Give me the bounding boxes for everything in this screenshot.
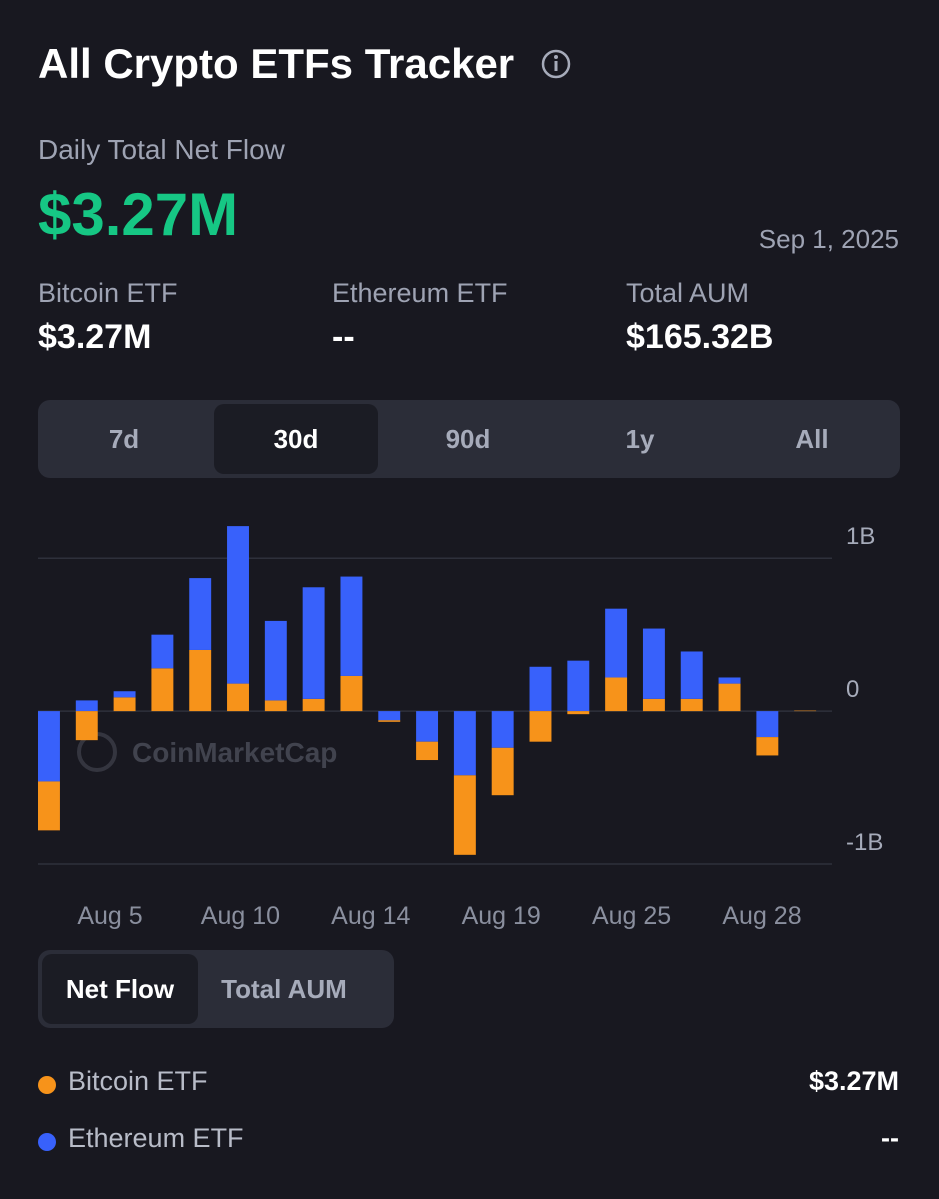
bar-segment	[38, 711, 60, 782]
bar-segment	[302, 698, 325, 712]
bar-segment	[491, 747, 514, 796]
summary-label: Daily Total Net Flow	[38, 134, 285, 165]
bar-segment	[113, 691, 136, 698]
bar-segment	[416, 711, 439, 742]
summary-date: Sep 1, 2025	[758, 224, 899, 254]
bar-segment	[264, 700, 287, 712]
bar-segment	[756, 711, 779, 738]
bar-segment	[38, 781, 60, 831]
tab[interactable]: Net Flow	[42, 954, 198, 1024]
bar-segment	[642, 698, 665, 712]
x-tick-label: Aug 14	[331, 902, 410, 930]
bar-segment	[453, 711, 476, 776]
chart: CoinMarketCap 1B 0 -1B Aug 5 Aug 10 Aug 14 Aug…	[38, 523, 883, 930]
stat-value: --	[332, 318, 355, 356]
bar-segment	[151, 634, 174, 669]
summary-value: $3.27M	[38, 181, 239, 248]
bar-segment	[491, 711, 514, 748]
stat-label: Bitcoin ETF	[38, 278, 178, 308]
bar-segment	[453, 775, 476, 855]
stat-value: $3.27M	[38, 318, 152, 356]
bar-segment	[227, 683, 249, 712]
info-icon[interactable]	[540, 48, 572, 80]
tab[interactable]: All	[795, 423, 829, 454]
y-tick-label: -1B	[846, 829, 883, 856]
legend-label: Ethereum ETF	[68, 1123, 244, 1153]
bar-segment	[756, 737, 779, 756]
bar-segment	[340, 675, 363, 712]
y-tick-label: 0	[846, 676, 859, 703]
bar-segment	[567, 660, 590, 712]
bar-segment	[264, 620, 287, 701]
bar-segment	[151, 668, 174, 712]
bar-segment	[680, 651, 703, 699]
legend-label: Bitcoin ETF	[68, 1066, 208, 1096]
watermark: CoinMarketCap	[132, 737, 337, 768]
stat-label: Ethereum ETF	[332, 278, 508, 308]
bar-segment	[642, 628, 665, 699]
legend-dot	[38, 1076, 56, 1094]
bar-segment	[378, 711, 401, 721]
tab[interactable]: 90d	[445, 423, 491, 454]
legend-dot	[38, 1133, 56, 1151]
bar-segment	[302, 587, 325, 699]
bar-segment	[189, 578, 212, 650]
x-tick-label: Aug 28	[722, 902, 801, 930]
tab[interactable]: 7d	[108, 423, 140, 454]
bar-segment	[113, 697, 136, 712]
bar-segment	[718, 683, 741, 712]
bar-segment	[680, 698, 703, 712]
tab[interactable]: 30d	[214, 404, 378, 474]
bar-segment	[75, 711, 98, 741]
legend-value: $3.27M	[808, 1066, 899, 1096]
bar-segment	[75, 700, 98, 712]
x-tick-label: Aug 10	[201, 902, 280, 930]
tab[interactable]: 1y	[625, 423, 655, 454]
y-tick-label: 1B	[846, 523, 875, 550]
x-tick-label: Aug 25	[592, 902, 671, 930]
bar-segment	[378, 720, 401, 722]
bar-segment	[567, 711, 590, 715]
tab[interactable]: Total AUM	[221, 973, 347, 1004]
legend-value: --	[881, 1123, 899, 1153]
bar-segment	[529, 666, 552, 712]
range-tabs: 7d 30d 90d 1y All	[38, 400, 900, 478]
bar-segment	[718, 677, 741, 684]
stat-value: $165.32B	[626, 318, 774, 356]
x-tick-label: Aug 5	[77, 902, 142, 930]
bar-segment	[189, 649, 212, 712]
bar-segment	[529, 711, 552, 742]
bar-segment	[605, 608, 628, 678]
bar-segment	[227, 526, 249, 684]
title: All Crypto ETFs Tracker	[38, 40, 515, 87]
bar-segment	[416, 741, 439, 761]
view-tabs: Net Flow Total AUM	[38, 950, 394, 1028]
stat-label: Total AUM	[626, 278, 750, 308]
bar-segment	[340, 576, 363, 676]
bar-segment	[605, 677, 628, 712]
x-tick-label: Aug 19	[462, 902, 541, 930]
